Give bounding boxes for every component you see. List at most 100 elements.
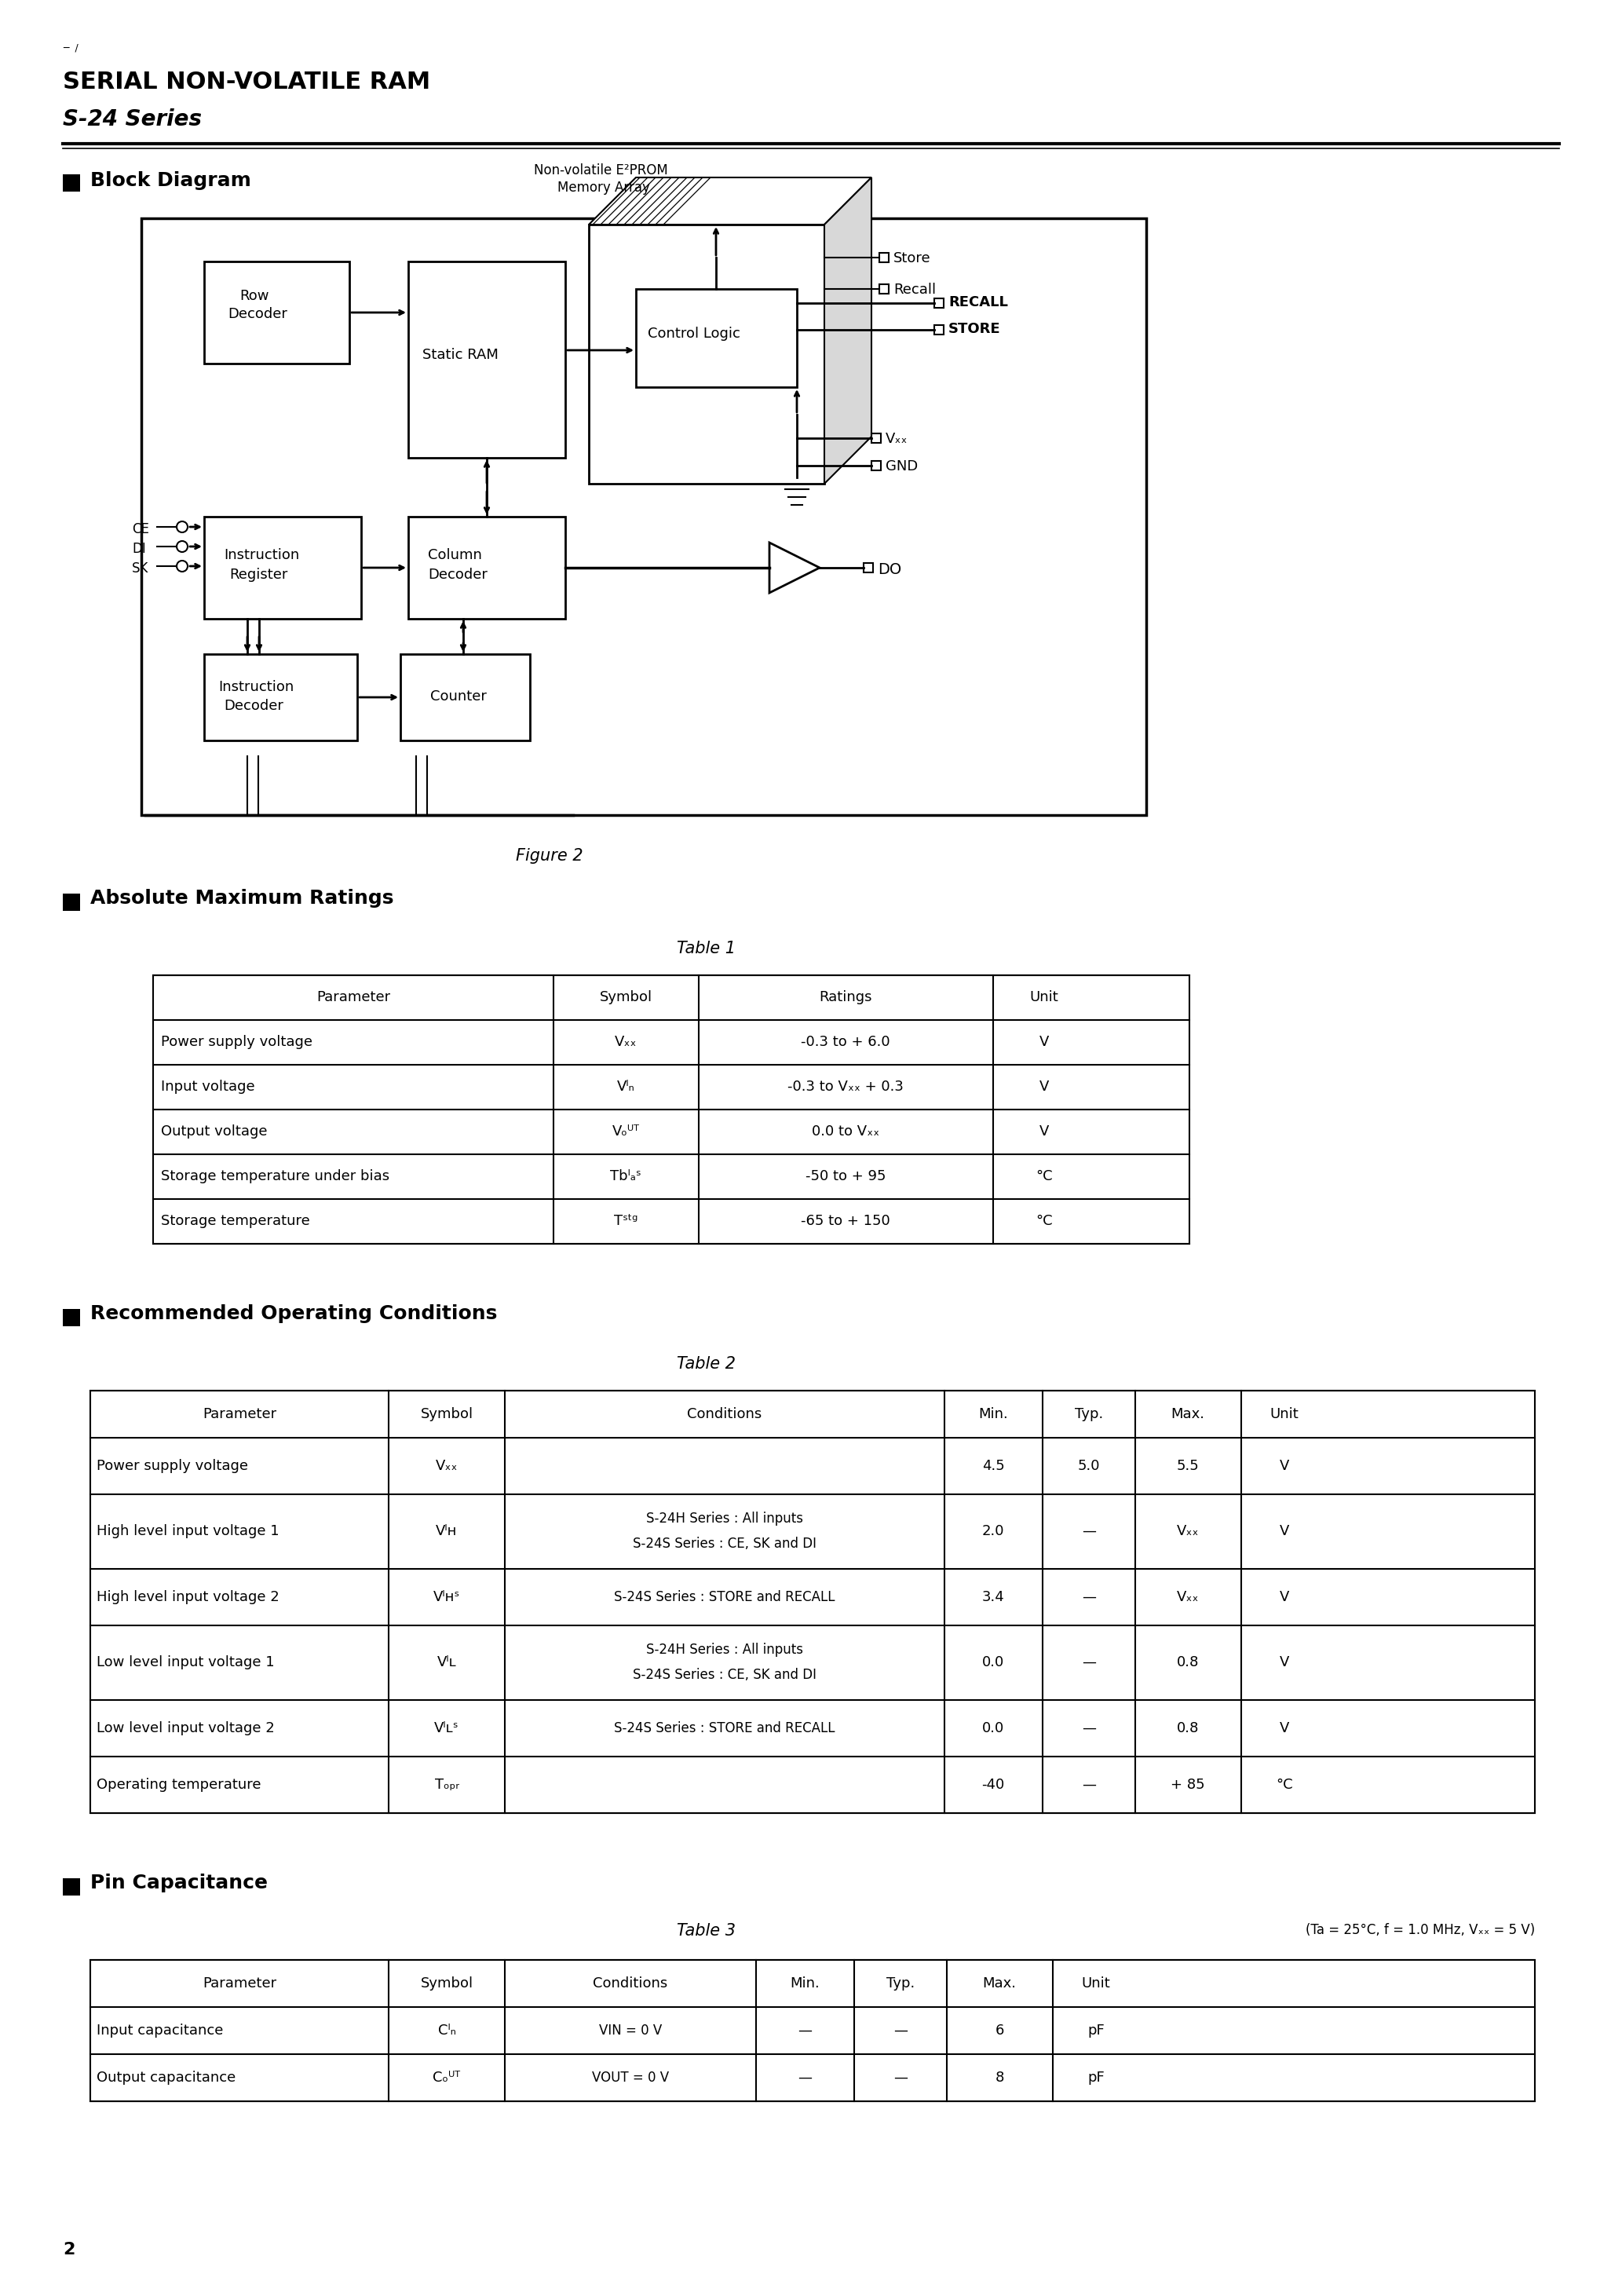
Text: Decoder: Decoder [428, 567, 488, 581]
Text: —: — [1082, 1591, 1096, 1605]
Text: S-24H Series : All inputs: S-24H Series : All inputs [646, 1642, 803, 1658]
Text: Input voltage: Input voltage [161, 1079, 255, 1093]
Text: S-24S Series : STORE and RECALL: S-24S Series : STORE and RECALL [615, 1591, 835, 1605]
Text: VOUT = 0 V: VOUT = 0 V [592, 2071, 668, 2085]
Polygon shape [769, 542, 819, 592]
Text: Storage temperature: Storage temperature [161, 1215, 310, 1228]
Text: Cᴵₙ: Cᴵₙ [438, 2023, 456, 2037]
Text: Vₓₓ: Vₓₓ [615, 1035, 637, 1049]
Text: Vᴵₙ: Vᴵₙ [616, 1079, 634, 1093]
Text: Vₓₓ: Vₓₓ [1176, 1591, 1199, 1605]
Text: 8: 8 [994, 2071, 1004, 2085]
Text: °C: °C [1036, 1169, 1053, 1182]
Text: Power supply voltage: Power supply voltage [97, 1458, 248, 1474]
Text: SERIAL NON-VOLATILE RAM: SERIAL NON-VOLATILE RAM [63, 71, 430, 94]
Text: -50 to + 95: -50 to + 95 [805, 1169, 886, 1182]
Text: VIN = 0 V: VIN = 0 V [599, 2023, 662, 2037]
Text: 6: 6 [994, 2023, 1004, 2037]
Text: —: — [1082, 1777, 1096, 1791]
Bar [409, 517, 564, 618]
Polygon shape [589, 177, 871, 225]
Text: Tₒₚᵣ: Tₒₚᵣ [435, 1777, 459, 1791]
Text: 0.8: 0.8 [1176, 1655, 1199, 1669]
Text: Low level input voltage 2: Low level input voltage 2 [97, 1722, 274, 1736]
Text: Parameter: Parameter [316, 990, 391, 1003]
Text: Unit: Unit [1082, 1977, 1111, 1991]
Bar [204, 517, 362, 618]
Text: Non-volatile E²PROM: Non-volatile E²PROM [534, 163, 668, 177]
Text: Min.: Min. [790, 1977, 819, 1991]
Text: S-24S Series : CE, SK and DI: S-24S Series : CE, SK and DI [633, 1536, 816, 1550]
Bar [204, 262, 349, 363]
Text: —: — [1082, 1525, 1096, 1538]
Text: Figure 2: Figure 2 [516, 847, 584, 863]
Text: 4.5: 4.5 [981, 1458, 1004, 1474]
Text: 5.0: 5.0 [1077, 1458, 1100, 1474]
Text: STORE: STORE [949, 321, 1001, 335]
Text: —: — [1082, 1655, 1096, 1669]
Text: —: — [1082, 1722, 1096, 1736]
Text: V: V [1280, 1655, 1289, 1669]
Bar [63, 1309, 79, 1327]
Text: Vₓₓ: Vₓₓ [886, 432, 908, 445]
Text: -0.3 to Vₓₓ + 0.3: -0.3 to Vₓₓ + 0.3 [788, 1079, 903, 1093]
Text: S-24S Series : STORE and RECALL: S-24S Series : STORE and RECALL [615, 1722, 835, 1736]
Text: V: V [1280, 1722, 1289, 1736]
Bar [63, 174, 79, 191]
Text: Recommended Operating Conditions: Recommended Operating Conditions [91, 1304, 498, 1322]
Text: Symbol: Symbol [600, 990, 652, 1003]
Text: Pin Capacitance: Pin Capacitance [91, 1874, 268, 1892]
Text: Vᴵʟ: Vᴵʟ [436, 1655, 456, 1669]
Text: 5.5: 5.5 [1176, 1458, 1199, 1474]
Text: Tˢᵗᵍ: Tˢᵗᵍ [613, 1215, 637, 1228]
Text: DI: DI [131, 542, 146, 556]
Text: Row: Row [240, 289, 269, 303]
Text: Operating temperature: Operating temperature [97, 1777, 261, 1791]
Text: Recall: Recall [894, 282, 936, 296]
Bar [401, 654, 530, 742]
Text: Column: Column [428, 549, 482, 563]
Text: Store: Store [894, 250, 931, 266]
Text: pF: pF [1087, 2071, 1105, 2085]
Text: Typ.: Typ. [886, 1977, 915, 1991]
Text: Absolute Maximum Ratings: Absolute Maximum Ratings [91, 889, 394, 907]
Text: Table 1: Table 1 [676, 941, 736, 957]
Bar [204, 654, 357, 742]
Text: Table 3: Table 3 [676, 1924, 736, 1938]
Text: Symbol: Symbol [420, 1407, 474, 1421]
Text: Vᴵʜˢ: Vᴵʜˢ [433, 1591, 461, 1605]
Text: Tbᴵₐˢ: Tbᴵₐˢ [610, 1169, 641, 1182]
Text: Max.: Max. [983, 1977, 1017, 1991]
Text: + 85: + 85 [1171, 1777, 1205, 1791]
Text: Low level input voltage 1: Low level input voltage 1 [97, 1655, 274, 1669]
Text: S-24S Series : CE, SK and DI: S-24S Series : CE, SK and DI [633, 1667, 816, 1683]
Text: (Ta = 25°C, f = 1.0 MHz, Vₓₓ = 5 V): (Ta = 25°C, f = 1.0 MHz, Vₓₓ = 5 V) [1306, 1924, 1534, 1938]
Text: Power supply voltage: Power supply voltage [161, 1035, 313, 1049]
Text: Vₓₓ: Vₓₓ [436, 1458, 457, 1474]
Bar [934, 298, 944, 308]
Text: pF: pF [1087, 2023, 1105, 2037]
Text: V: V [1040, 1079, 1049, 1093]
Text: V: V [1040, 1035, 1049, 1049]
Text: Min.: Min. [978, 1407, 1007, 1421]
Bar [863, 563, 873, 572]
Text: —: — [798, 2071, 811, 2085]
Text: 0.0 to Vₓₓ: 0.0 to Vₓₓ [811, 1125, 879, 1139]
Text: Vₒᵁᵀ: Vₒᵁᵀ [611, 1125, 639, 1139]
Bar [934, 326, 944, 335]
Text: Input capacitance: Input capacitance [97, 2023, 224, 2037]
Bar [91, 1961, 1534, 2101]
Text: S-24H Series : All inputs: S-24H Series : All inputs [646, 1511, 803, 1527]
Text: S-24 Series: S-24 Series [63, 108, 201, 131]
Bar [636, 289, 796, 388]
Text: Conditions: Conditions [594, 1977, 668, 1991]
Text: °C: °C [1277, 1777, 1293, 1791]
Text: Max.: Max. [1171, 1407, 1205, 1421]
Text: Table 2: Table 2 [676, 1357, 736, 1371]
Text: Vₓₓ: Vₓₓ [1176, 1525, 1199, 1538]
Text: High level input voltage 1: High level input voltage 1 [97, 1525, 279, 1538]
Text: High level input voltage 2: High level input voltage 2 [97, 1591, 279, 1605]
Text: Unit: Unit [1030, 990, 1059, 1003]
Text: Static RAM: Static RAM [422, 349, 498, 363]
Bar [409, 262, 564, 457]
